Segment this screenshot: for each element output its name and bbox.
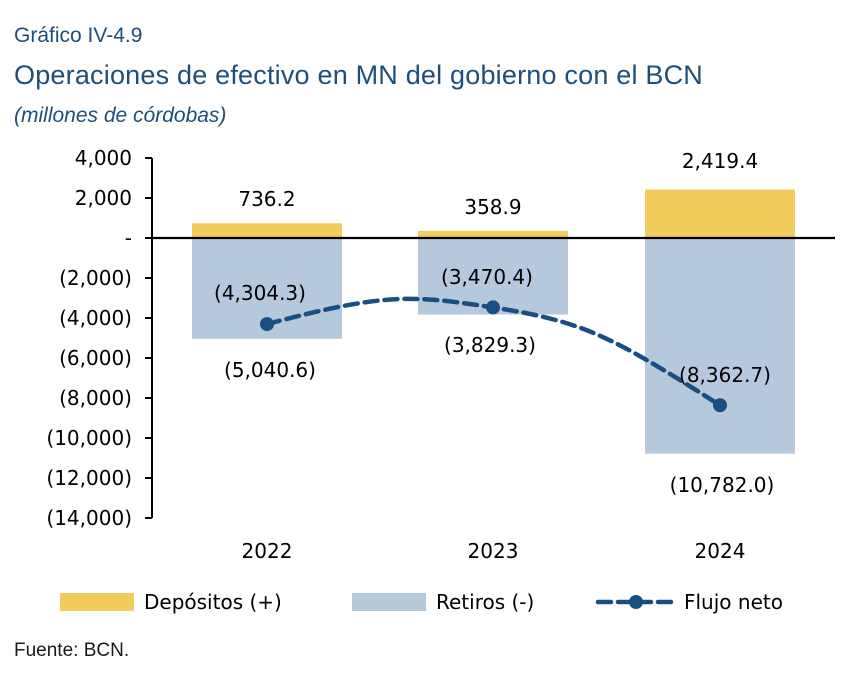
y-tick-label: (10,000): [46, 426, 132, 450]
label-depositos-2024: 2,419.4: [682, 149, 758, 173]
label-depositos-2022: 736.2: [238, 187, 295, 211]
chart-title: Operaciones de efectivo en MN del gobier…: [14, 60, 703, 90]
y-tick-label: (4,000): [59, 306, 132, 330]
label-retiros-2024: (10,782.0): [670, 473, 775, 497]
bar-retiros-2024: [645, 238, 795, 454]
x-tick-label-2023: 2023: [468, 539, 519, 563]
flujo-neto-point-2024: [713, 398, 727, 413]
y-tick-label: (2,000): [59, 266, 132, 290]
label-depositos-2023: 358.9: [464, 195, 521, 219]
legend-swatch-retiros: [352, 593, 426, 611]
bar-depositos-2024: [645, 189, 795, 238]
legend-marker-flujo: [629, 595, 643, 609]
label-flujo-2024: (8,362.7): [679, 363, 771, 387]
y-tick-label: (8,000): [59, 386, 132, 410]
y-tick-label: (14,000): [46, 506, 132, 530]
label-flujo-2022: (4,304.3): [214, 281, 306, 305]
flujo-neto-point-2023: [486, 300, 500, 315]
y-tick-label: (6,000): [59, 346, 132, 370]
flujo-neto-point-2022: [260, 317, 274, 332]
chart-kicker: Gráfico IV-4.9: [14, 24, 143, 47]
y-tick-label: (12,000): [46, 466, 132, 490]
chart-subtitle: (millones de córdobas): [14, 104, 227, 127]
chart-source: Fuente: BCN.: [14, 640, 130, 661]
legend-label-depositos: Depósitos (+): [144, 590, 282, 614]
y-tick-label: -: [125, 226, 132, 250]
bar-depositos-2022: [192, 223, 342, 238]
y-tick-label: 2,000: [75, 186, 132, 210]
x-tick-label-2024: 2024: [695, 539, 746, 563]
y-tick-label: 4,000: [75, 146, 132, 170]
bar-depositos-2023: [418, 230, 568, 238]
legend-label-flujo: Flujo neto: [684, 590, 783, 614]
label-retiros-2023: (3,829.3): [444, 333, 536, 357]
x-tick-label-2022: 2022: [242, 539, 293, 563]
label-retiros-2022: (5,040.6): [224, 358, 316, 382]
legend-swatch-depositos: [60, 593, 134, 611]
legend-label-retiros: Retiros (-): [436, 590, 534, 614]
label-flujo-2023: (3,470.4): [441, 265, 533, 289]
